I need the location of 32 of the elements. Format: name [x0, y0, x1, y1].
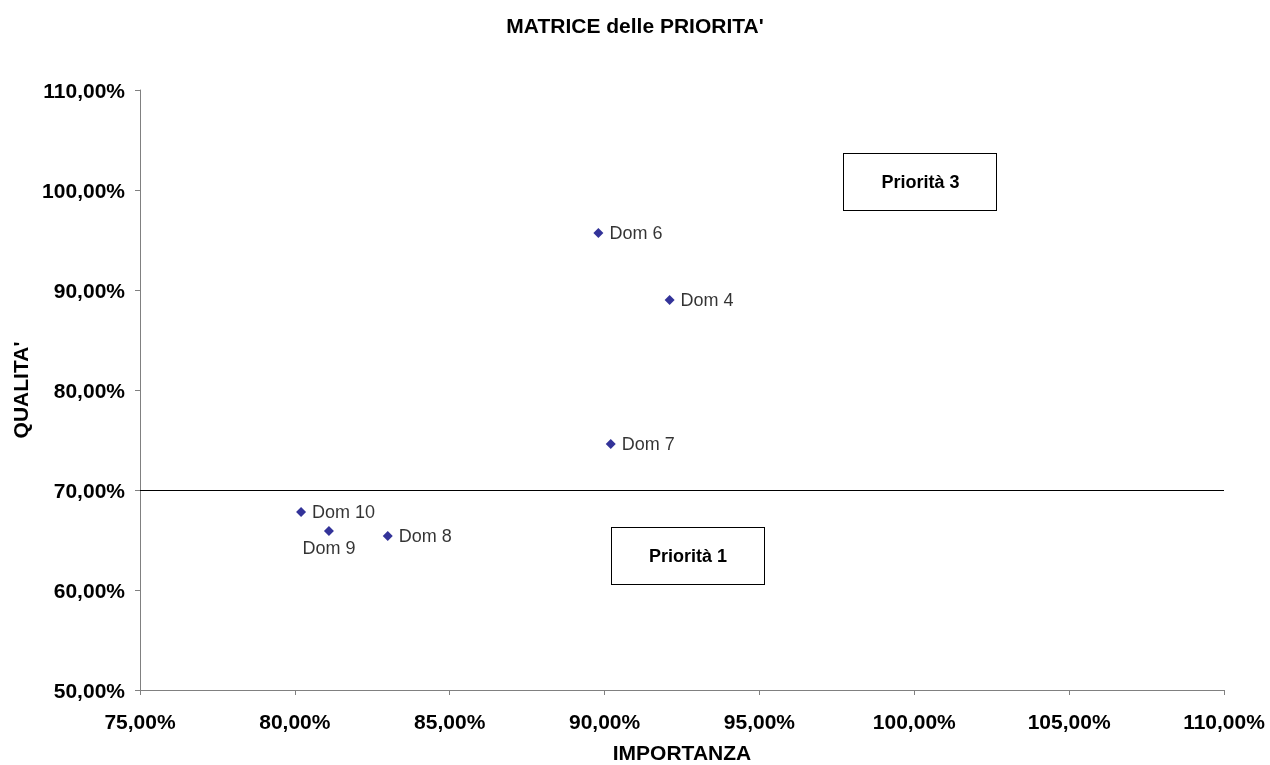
x-axis-title: IMPORTANZA: [612, 741, 752, 764]
y-tick-label: 50,00%: [53, 678, 126, 702]
y-tick-label: 80,00%: [53, 378, 126, 402]
annotation: Priorità 1: [648, 546, 727, 567]
series-label: Dom 8: [398, 526, 452, 546]
y-tick-label: 90,00%: [53, 278, 126, 302]
point: [323, 526, 334, 536]
series-label: Dom 10: [312, 502, 376, 522]
chart-title: MATRICE delle PRIORITA': [506, 14, 764, 37]
y-axis-title: QUALITA': [9, 341, 33, 439]
annotation: Priorità 3: [881, 171, 960, 192]
point: [593, 228, 604, 238]
point: [664, 295, 675, 305]
series-label: Dom 9: [302, 538, 356, 558]
series-label: Dom 6: [609, 223, 663, 243]
y-tick-label: 100,00%: [42, 178, 126, 202]
x-tick-label: 110,00%: [1183, 710, 1266, 733]
series-label: Dom 4: [680, 290, 734, 310]
x-tick-label: 75,00%: [104, 710, 176, 733]
x-tick-label: 85,00%: [414, 710, 486, 733]
x-tick-label: 100,00%: [872, 710, 957, 733]
point: [605, 439, 616, 449]
x-tick-label: 95,00%: [723, 710, 796, 733]
y-tick-label: 110,00%: [43, 78, 126, 102]
x-tick-label: 105,00%: [1027, 710, 1111, 733]
x-tick-label: 90,00%: [568, 710, 641, 733]
x-tick-label: 80,00%: [259, 710, 331, 733]
series-label: Dom 7: [621, 434, 675, 454]
y-tick-label: 60,00%: [53, 578, 126, 602]
point: [296, 507, 307, 517]
point: [382, 531, 393, 541]
y-tick-label: 70,00%: [53, 478, 126, 502]
